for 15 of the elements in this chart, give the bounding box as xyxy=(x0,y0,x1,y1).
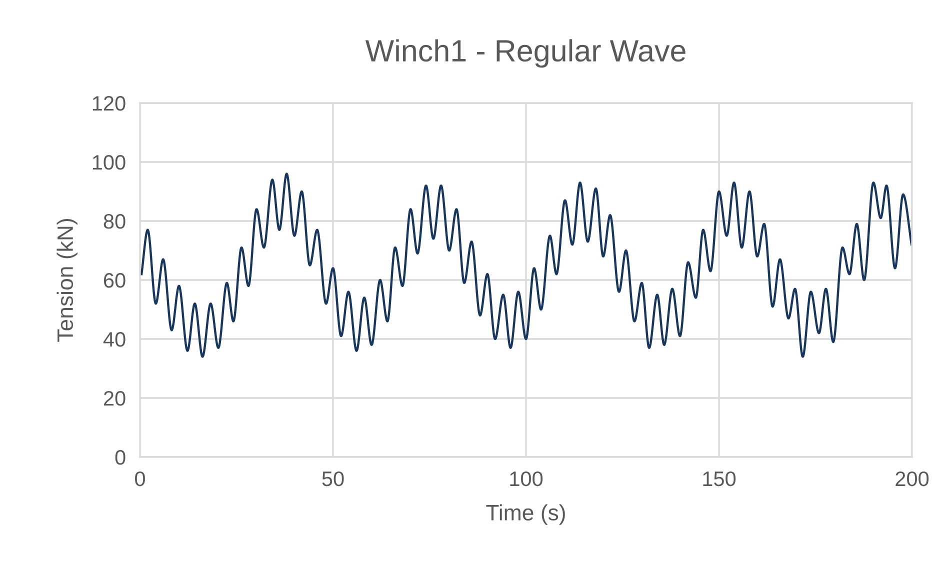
x-tick-label: 200 xyxy=(896,471,929,486)
x-axis-title: Time (s) xyxy=(486,504,565,525)
y-tick-label: 40 xyxy=(103,332,126,347)
y-tick-label: 80 xyxy=(104,214,126,229)
x-tick-label: 50 xyxy=(322,471,344,486)
x-tick-label: 100 xyxy=(510,471,543,486)
y-tick-label: 120 xyxy=(92,96,126,111)
x-tick-label: 150 xyxy=(703,471,736,486)
y-tick-label: 0 xyxy=(115,450,126,465)
chart-title: Winch1 - Regular Wave xyxy=(365,39,686,68)
x-tick-label: 0 xyxy=(135,471,145,486)
y-tick-label: 20 xyxy=(104,391,126,406)
y-tick-label: 100 xyxy=(92,155,126,170)
y-axis-title: Tension (kN) xyxy=(56,219,78,342)
y-tick-label: 60 xyxy=(104,273,126,288)
